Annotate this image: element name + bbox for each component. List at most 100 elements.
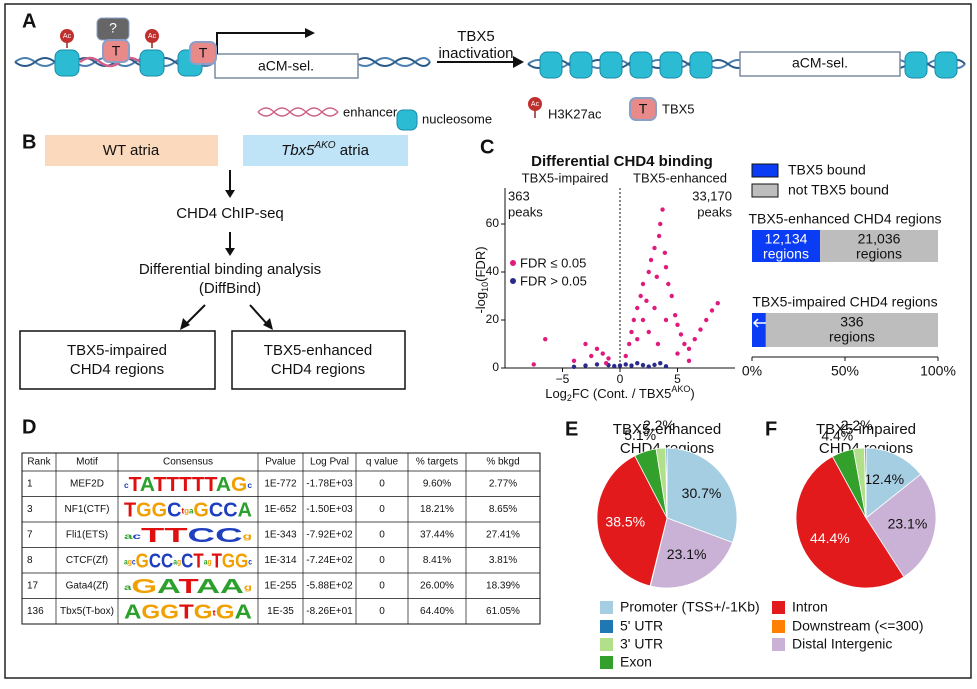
logo-letter: G — [235, 551, 248, 573]
table-cell: 9.60% — [423, 478, 451, 489]
ylabel-part: (FDR) — [473, 246, 488, 281]
y-tick-label: 0 — [492, 360, 499, 374]
table-cell: 0 — [379, 555, 385, 566]
legend-swatch — [600, 601, 613, 614]
xlabel-sup: AKO — [671, 384, 690, 394]
point — [646, 364, 651, 369]
logo-letter: A — [124, 602, 141, 624]
outcome-label: TBX5-enhanced — [264, 342, 372, 359]
panel-label: C — [480, 136, 494, 158]
ko-sup: AKO — [313, 140, 335, 151]
motif-logo: cTATTTTTAGc — [124, 474, 253, 496]
logo-letter: G — [131, 576, 157, 598]
pie-label: 5.1% — [624, 427, 656, 443]
ko-box — [243, 135, 408, 166]
legend-swatch — [751, 163, 779, 178]
gene-label: aCM-sel. — [792, 55, 848, 71]
pie-label: 2.2% — [643, 417, 675, 433]
pie-label: 30.7% — [682, 485, 722, 501]
point — [635, 305, 640, 311]
point — [646, 269, 651, 275]
pie-slice — [865, 473, 937, 578]
table-cell: 0 — [379, 580, 385, 591]
nucleosome — [139, 49, 165, 77]
outcome-label: TBX5-impaired — [67, 342, 167, 359]
point — [583, 363, 588, 368]
table-cell: 61.05% — [486, 606, 520, 617]
point — [675, 322, 680, 327]
logo-letter: t — [181, 506, 184, 515]
point — [709, 308, 715, 313]
legend-text: FDR > 0.05 — [520, 273, 587, 288]
x-tick-label: 50% — [831, 363, 859, 379]
nucleosome — [689, 51, 713, 79]
table-cell: MEF2D — [70, 478, 104, 489]
table-cell: 37.44% — [420, 529, 454, 540]
logo-letter: A — [196, 576, 220, 598]
legend-swatch — [600, 620, 613, 633]
x-tick-label: 0% — [742, 363, 762, 379]
logo-letter: G — [193, 500, 208, 522]
table-cell: -1.78E+03 — [306, 478, 353, 489]
legend-swatch — [772, 601, 785, 614]
pie-label: 44.4% — [810, 530, 850, 546]
point — [704, 317, 709, 323]
tbx5-mark — [102, 39, 130, 63]
frame — [4, 3, 972, 679]
tbx5-mark — [189, 41, 217, 65]
logo-letter: g — [177, 557, 181, 566]
gene-box — [214, 53, 359, 79]
logo-letter: c — [132, 532, 142, 541]
point — [662, 250, 668, 255]
motif-logo: agcGCCagCTagTGGc — [124, 551, 252, 573]
arrow-label: TBX5 — [457, 28, 495, 45]
point — [652, 245, 657, 251]
legend-swatch — [772, 620, 785, 633]
point — [655, 341, 661, 347]
pie-label: 2.2% — [841, 417, 873, 433]
legend-enhancer — [257, 107, 339, 117]
table-header: Consensus — [163, 457, 213, 468]
logo-letter: C — [188, 525, 216, 547]
logo-letter: a — [204, 557, 208, 566]
table-cell: Gata4(Zf) — [66, 580, 109, 591]
table-cell: 64.40% — [420, 606, 454, 617]
table-header: Rank — [27, 457, 51, 468]
ac-text: Ac — [148, 33, 157, 40]
pie-slice — [665, 447, 668, 519]
logo-letter: T — [212, 551, 222, 573]
nucleosome — [54, 49, 80, 77]
point — [617, 363, 623, 368]
arrow-label: inactivation — [438, 45, 513, 62]
logo-letter: G — [222, 551, 235, 573]
legend-text: Promoter (TSS+/-1Kb) — [620, 599, 760, 615]
nucleosomes — [54, 49, 958, 131]
logo-letter: A — [220, 576, 244, 598]
side-label: TBX5-enhanced — [633, 170, 727, 185]
logo-letter: t — [213, 608, 217, 617]
table-cell: 17 — [27, 580, 39, 591]
point — [638, 293, 643, 299]
nucleosome — [599, 51, 623, 79]
table-cell: -7.24E+02 — [306, 555, 353, 566]
wt-box — [45, 135, 218, 166]
nucleosome — [396, 109, 418, 131]
logo-letter: a — [124, 532, 134, 541]
ko-label: Tbx5AKO atria — [281, 140, 369, 159]
logo-letter: T — [179, 602, 194, 624]
table-cell: 0 — [379, 529, 385, 540]
point — [604, 361, 609, 366]
logo-letter: g — [244, 583, 252, 592]
logo-letter: C — [149, 551, 161, 573]
outcome-label: CHD4 regions — [70, 361, 164, 378]
point — [640, 281, 646, 287]
ko-suffix: atria — [336, 142, 370, 159]
point — [583, 341, 588, 347]
tbx5-mark-text: T — [639, 101, 648, 117]
nucleosome — [659, 51, 683, 79]
point — [660, 207, 665, 212]
bar-segment — [752, 230, 821, 262]
table-cell: 1E-314 — [264, 555, 297, 566]
point — [663, 364, 669, 369]
